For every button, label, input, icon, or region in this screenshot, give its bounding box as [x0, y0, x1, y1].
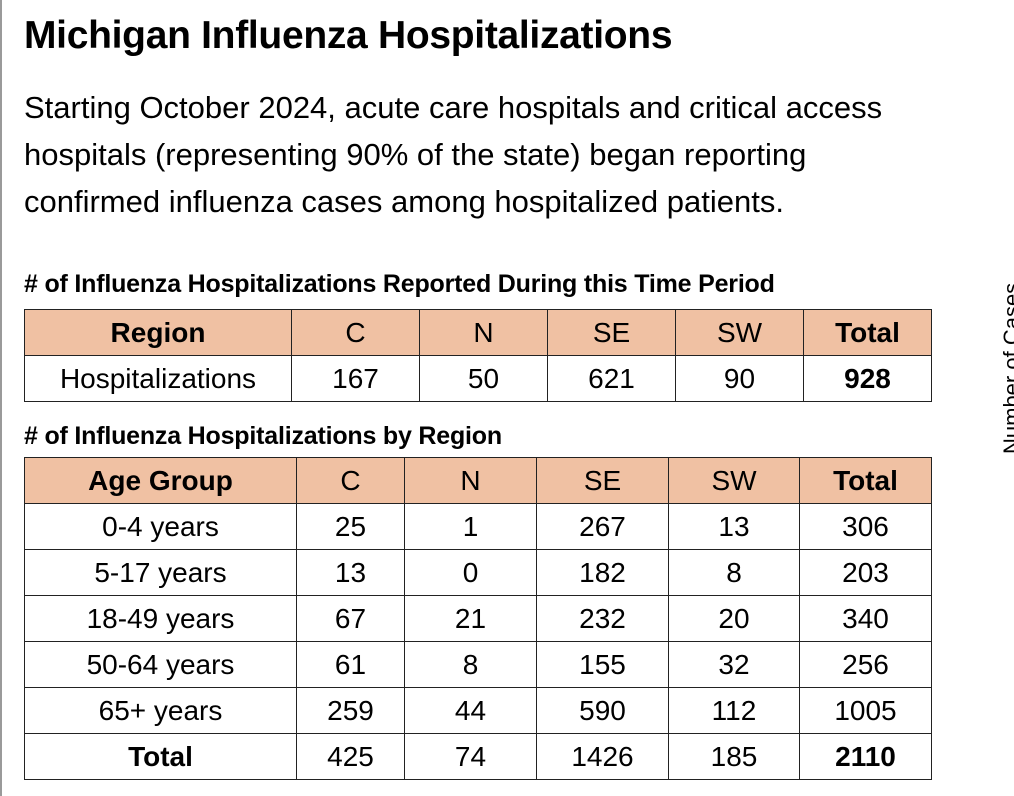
header-cell: SW: [675, 309, 804, 356]
table-cell: 74: [404, 733, 537, 780]
table-row: 65+ years 259 44 590 112 1005: [24, 687, 932, 734]
table-cell: 232: [536, 595, 669, 642]
table-cell: 1426: [536, 733, 669, 780]
table-cell: 1005: [799, 687, 932, 734]
intro-paragraph: Starting October 2024, acute care hospit…: [24, 84, 1014, 225]
table-cell: 185: [668, 733, 800, 780]
table-row: 5-17 years 13 0 182 8 203: [24, 549, 932, 596]
table-cell: 13: [668, 503, 800, 550]
table-row: Hospitalizations 167 50 621 90 928: [24, 355, 932, 402]
table-header-row: Region C N SE SW Total: [24, 309, 932, 356]
header-cell: Total: [803, 309, 932, 356]
table-cell: 112: [668, 687, 800, 734]
table-cell: 65+ years: [24, 687, 297, 734]
table-cell: 0-4 years: [24, 503, 297, 550]
table-cell: 167: [291, 355, 420, 402]
intro-line: hospitals (representing 90% of the state…: [24, 137, 807, 172]
table-row: 0-4 years 25 1 267 13 306: [24, 503, 932, 550]
table-cell: 25: [296, 503, 405, 550]
table-cell: 267: [536, 503, 669, 550]
table-cell: 44: [404, 687, 537, 734]
table-cell: 590: [536, 687, 669, 734]
table1-caption: # of Influenza Hospitalizations Reported…: [24, 270, 775, 298]
side-axis-label-text: Number of Cases: [999, 282, 1014, 454]
table-cell: 203: [799, 549, 932, 596]
table-total-row: Total 425 74 1426 185 2110: [24, 733, 932, 780]
table-cell: Hospitalizations: [24, 355, 292, 402]
table-header-row: Age Group C N SE SW Total: [24, 457, 932, 504]
table-cell: 155: [536, 641, 669, 688]
table-cell: 182: [536, 549, 669, 596]
header-cell: Age Group: [24, 457, 297, 504]
table-cell: 1: [404, 503, 537, 550]
table-row: 50-64 years 61 8 155 32 256: [24, 641, 932, 688]
header-cell: SE: [547, 309, 676, 356]
table-cell: 21: [404, 595, 537, 642]
table-cell: Total: [24, 733, 297, 780]
table-cell: 20: [668, 595, 800, 642]
table-cell: 306: [799, 503, 932, 550]
table-cell: 928: [803, 355, 932, 402]
side-axis-label: Number of Cases: [987, 240, 1014, 460]
table-cell: 50-64 years: [24, 641, 297, 688]
table-cell: 13: [296, 549, 405, 596]
table-cell: 90: [675, 355, 804, 402]
header-cell: Region: [24, 309, 292, 356]
intro-line: confirmed influenza cases among hospital…: [24, 184, 784, 219]
header-cell: SE: [536, 457, 669, 504]
table-cell: 32: [668, 641, 800, 688]
header-cell: SW: [668, 457, 800, 504]
table-row: 18-49 years 67 21 232 20 340: [24, 595, 932, 642]
table-cell: 8: [668, 549, 800, 596]
table-cell: 621: [547, 355, 676, 402]
table-cell: 0: [404, 549, 537, 596]
header-cell: C: [291, 309, 420, 356]
header-cell: N: [404, 457, 537, 504]
table-cell: 256: [799, 641, 932, 688]
table-cell: 61: [296, 641, 405, 688]
table2-caption: # of Influenza Hospitalizations by Regio…: [24, 422, 502, 450]
intro-line: Starting October 2024, acute care hospit…: [24, 90, 883, 125]
table-cell: 50: [419, 355, 548, 402]
hospitalizations-total-table: Region C N SE SW Total Hospitalizations …: [24, 309, 932, 402]
table-cell: 8: [404, 641, 537, 688]
table-cell: 425: [296, 733, 405, 780]
hospitalizations-by-age-table: Age Group C N SE SW Total 0-4 years 25 1…: [24, 457, 932, 780]
header-cell: Total: [799, 457, 932, 504]
table-cell: 2110: [799, 733, 932, 780]
table-cell: 259: [296, 687, 405, 734]
page-title: Michigan Influenza Hospitalizations: [24, 14, 673, 57]
table-cell: 5-17 years: [24, 549, 297, 596]
table-cell: 67: [296, 595, 405, 642]
table-cell: 340: [799, 595, 932, 642]
table-cell: 18-49 years: [24, 595, 297, 642]
header-cell: N: [419, 309, 548, 356]
header-cell: C: [296, 457, 405, 504]
